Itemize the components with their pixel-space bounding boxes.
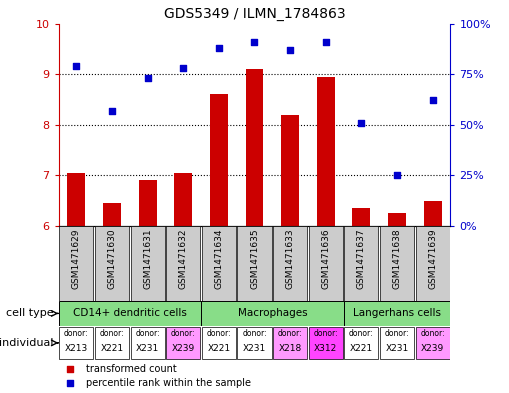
Text: donor:: donor: xyxy=(171,329,195,338)
Text: GSM1471637: GSM1471637 xyxy=(357,228,366,289)
Bar xyxy=(380,327,414,359)
Text: X221: X221 xyxy=(100,344,124,353)
Bar xyxy=(352,208,370,226)
Text: X221: X221 xyxy=(350,344,373,353)
Bar xyxy=(308,226,343,301)
Text: transformed count: transformed count xyxy=(86,364,177,374)
Bar xyxy=(202,327,236,359)
Bar xyxy=(130,226,165,301)
Text: GSM1471631: GSM1471631 xyxy=(143,228,152,289)
Bar xyxy=(273,327,307,359)
Point xyxy=(429,97,437,104)
Bar xyxy=(237,327,272,359)
Text: CD14+ dendritic cells: CD14+ dendritic cells xyxy=(73,309,187,318)
Text: X312: X312 xyxy=(314,344,337,353)
Text: donor:: donor: xyxy=(100,329,124,338)
Bar xyxy=(245,69,264,226)
Text: Langerhans cells: Langerhans cells xyxy=(353,309,441,318)
Bar xyxy=(388,213,406,226)
Text: donor:: donor: xyxy=(207,329,231,338)
Text: X213: X213 xyxy=(65,344,88,353)
Bar xyxy=(415,327,450,359)
Text: X231: X231 xyxy=(243,344,266,353)
Point xyxy=(108,107,116,114)
Text: GSM1471638: GSM1471638 xyxy=(392,228,402,289)
Bar xyxy=(344,301,450,326)
Bar xyxy=(174,173,192,226)
Text: donor:: donor: xyxy=(278,329,302,338)
Bar xyxy=(67,173,85,226)
Bar xyxy=(95,327,129,359)
Point xyxy=(250,39,259,45)
Bar xyxy=(138,180,156,226)
Point xyxy=(72,63,80,69)
Point xyxy=(393,172,401,178)
Text: donor:: donor: xyxy=(349,329,374,338)
Bar xyxy=(344,327,379,359)
Bar xyxy=(166,327,201,359)
Bar xyxy=(201,301,344,326)
Text: GSM1471634: GSM1471634 xyxy=(214,228,223,289)
Point xyxy=(66,366,74,373)
Bar xyxy=(103,203,121,226)
Text: X231: X231 xyxy=(385,344,409,353)
Point xyxy=(286,47,294,53)
Bar xyxy=(130,327,165,359)
Bar xyxy=(59,301,201,326)
Bar xyxy=(210,94,228,226)
Text: GSM1471633: GSM1471633 xyxy=(286,228,295,289)
Bar xyxy=(380,226,414,301)
Text: donor:: donor: xyxy=(135,329,160,338)
Bar xyxy=(423,201,441,226)
Point xyxy=(144,75,152,81)
Bar xyxy=(237,226,272,301)
Text: donor:: donor: xyxy=(64,329,89,338)
Point xyxy=(215,45,223,51)
Bar xyxy=(59,327,94,359)
Bar xyxy=(95,226,129,301)
Text: X239: X239 xyxy=(421,344,444,353)
Point xyxy=(66,380,74,386)
Text: individual: individual xyxy=(0,338,53,348)
Text: GSM1471629: GSM1471629 xyxy=(72,228,81,289)
Title: GDS5349 / ILMN_1784863: GDS5349 / ILMN_1784863 xyxy=(164,7,345,21)
Text: GSM1471632: GSM1471632 xyxy=(179,228,188,289)
Text: X221: X221 xyxy=(207,344,231,353)
Text: donor:: donor: xyxy=(385,329,409,338)
Text: X231: X231 xyxy=(136,344,159,353)
Bar xyxy=(344,226,379,301)
Text: donor:: donor: xyxy=(420,329,445,338)
Bar xyxy=(59,226,94,301)
Point xyxy=(357,119,365,126)
Point xyxy=(179,65,187,71)
Bar xyxy=(415,226,450,301)
Bar xyxy=(281,115,299,226)
Text: GSM1471639: GSM1471639 xyxy=(428,228,437,289)
Bar xyxy=(308,327,343,359)
Text: GSM1471636: GSM1471636 xyxy=(321,228,330,289)
Point xyxy=(322,39,330,45)
Text: Macrophages: Macrophages xyxy=(238,309,307,318)
Bar xyxy=(166,226,201,301)
Text: GSM1471635: GSM1471635 xyxy=(250,228,259,289)
Bar xyxy=(202,226,236,301)
Text: X218: X218 xyxy=(278,344,302,353)
Bar xyxy=(317,77,334,226)
Text: donor:: donor: xyxy=(242,329,267,338)
Text: donor:: donor: xyxy=(314,329,338,338)
Text: percentile rank within the sample: percentile rank within the sample xyxy=(86,378,251,388)
Bar xyxy=(273,226,307,301)
Text: X239: X239 xyxy=(172,344,195,353)
Text: GSM1471630: GSM1471630 xyxy=(107,228,117,289)
Text: cell type: cell type xyxy=(6,309,53,318)
